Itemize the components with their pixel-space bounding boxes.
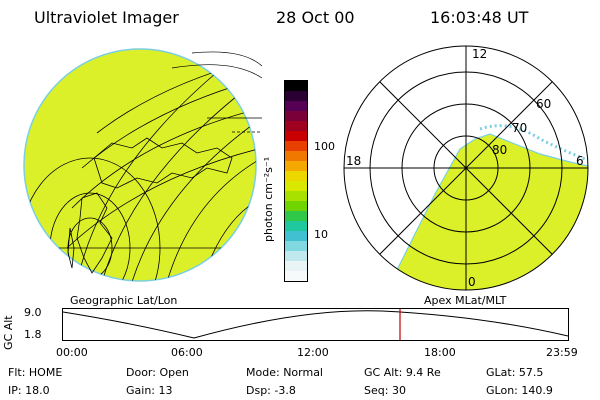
date-label: 28 Oct 00 (276, 8, 355, 27)
apex-caption: Apex MLat/MLT (424, 294, 507, 307)
mlt-label-12: 12 (472, 47, 487, 61)
auroral-oval-region (359, 133, 588, 290)
mlat-label-60: 60 (536, 97, 551, 111)
geographic-image-panel (23, 48, 262, 282)
instrument-title: Ultraviolet Imager (34, 8, 179, 27)
status-ip: IP: 18.0 (8, 384, 50, 397)
colorbar-stripe (285, 261, 307, 272)
polar-grid (343, 45, 589, 291)
dsp-label: Dsp: (246, 384, 271, 397)
ip-label: IP: (8, 384, 22, 397)
status-dsp: Dsp: -3.8 (246, 384, 296, 397)
colorbar-stripe (285, 91, 307, 102)
colorbar-tick-100: 100 (314, 140, 335, 153)
altitude-y-top: 9.0 (24, 306, 42, 319)
time-tick-3: 18:00 (424, 346, 456, 359)
colorbar-stripe (285, 151, 307, 162)
glat-value: 57.5 (518, 366, 544, 379)
mode-label: Mode: (246, 366, 280, 379)
colorbar-tick-10: 10 (314, 228, 328, 241)
status-mode: Mode: Normal (246, 366, 323, 379)
status-glon: GLon: 140.9 (486, 384, 553, 397)
colorbar-stripe (285, 81, 307, 92)
flt-value: HOME (28, 366, 63, 379)
status-gcalt: GC Alt: 9.4 Re (364, 366, 441, 379)
altitude-axis-label: GC Alt (2, 315, 15, 350)
time-tick-2: 12:00 (297, 346, 329, 359)
seq-label: Seq: (364, 384, 389, 397)
status-door: Door: Open (126, 366, 189, 379)
altitude-y-bottom: 1.8 (24, 328, 42, 341)
glon-value: 140.9 (521, 384, 553, 397)
dsp-value: -3.8 (274, 384, 296, 397)
door-label: Door: (126, 366, 156, 379)
earth-disk (23, 48, 257, 282)
colorbar-stripe (285, 211, 307, 222)
colorbar-stripe (285, 231, 307, 242)
time-label: 16:03:48 UT (430, 8, 529, 27)
time-tick-1: 06:00 (171, 346, 203, 359)
glon-label: GLon: (486, 384, 518, 397)
colorbar-stripe (285, 221, 307, 232)
colorbar-stripe (285, 111, 307, 122)
colorbar-stripe (285, 201, 307, 212)
gain-value: 13 (158, 384, 173, 397)
mlat-label-70: 70 (512, 121, 527, 135)
flt-label: Flt: (8, 366, 26, 379)
color-scale-bar (284, 80, 308, 282)
colorbar-stripe (285, 141, 307, 152)
gcalt-value: 9.4 Re (405, 366, 441, 379)
geographic-caption: Geographic Lat/Lon (70, 294, 178, 307)
mlt-label-0: 0 (468, 275, 476, 289)
colorbar-stripe (285, 101, 307, 112)
status-glat: GLat: 57.5 (486, 366, 543, 379)
colorbar-stripe (285, 271, 307, 282)
mlt-label-6: 6 (576, 154, 584, 168)
mode-value: Normal (283, 366, 323, 379)
outer-grid-arcs (171, 51, 262, 79)
coastline-outline (67, 137, 233, 274)
colorbar-stripe (285, 191, 307, 202)
mlat-label-80: 80 (492, 143, 507, 157)
glat-label: GLat: (486, 366, 516, 379)
colorbar-stripe (285, 121, 307, 132)
colorbar-unit-label: photon cm⁻²s⁻¹ (262, 156, 275, 242)
seq-value: 30 (391, 384, 406, 397)
colorbar-stripe (285, 161, 307, 172)
polar-plot: 12 0 18 6 60 70 80 (343, 45, 589, 291)
status-flt: Flt: HOME (8, 366, 62, 379)
colorbar-stripe (285, 241, 307, 252)
altitude-timeline-plot (62, 308, 569, 341)
altitude-curve (62, 310, 569, 339)
time-tick-0: 00:00 (56, 346, 88, 359)
status-gain: Gain: 13 (126, 384, 173, 397)
colorbar-stripe (285, 131, 307, 142)
door-value: Open (159, 366, 189, 379)
time-axis: 00:00 06:00 12:00 18:00 23:59 (56, 346, 578, 360)
mlt-label-18: 18 (346, 154, 361, 168)
colorbar-stripe (285, 251, 307, 262)
gcalt-label: GC Alt: (364, 366, 403, 379)
colorbar-stripe (285, 171, 307, 182)
ip-value: 18.0 (25, 384, 50, 397)
time-tick-4: 23:59 (546, 346, 578, 359)
status-seq: Seq: 30 (364, 384, 406, 397)
gain-label: Gain: (126, 384, 155, 397)
colorbar-stripe (285, 181, 307, 192)
